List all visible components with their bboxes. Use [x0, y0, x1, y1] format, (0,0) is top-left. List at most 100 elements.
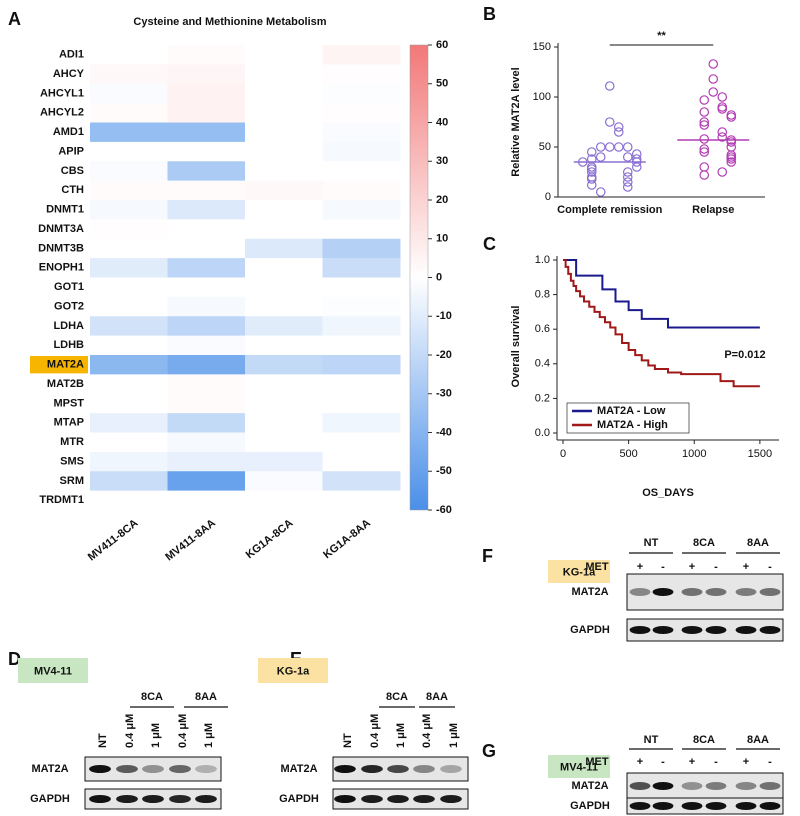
group-label: 8CA — [386, 691, 408, 703]
heat-cell — [90, 393, 168, 414]
heat-cell — [167, 432, 246, 453]
panel-letter: B — [483, 4, 496, 24]
y-tick-label: 150 — [533, 41, 551, 53]
blot-band — [705, 782, 727, 790]
legend-box — [566, 402, 690, 434]
heat-cell — [90, 277, 168, 298]
heat-cell — [167, 45, 246, 65]
heat-cell — [245, 374, 323, 395]
x-tick-label: 500 — [619, 448, 637, 460]
lane-label: 1 μM — [448, 723, 460, 748]
heat-cell — [245, 451, 323, 472]
heat-cell — [322, 355, 401, 375]
row-label: GOT2 — [54, 300, 84, 312]
heat-cell — [322, 103, 401, 123]
heat-cell — [167, 335, 246, 356]
heat-cell — [90, 141, 168, 162]
blot-frame — [626, 618, 784, 642]
data-point — [622, 177, 633, 187]
lane-label: 1 μM — [395, 723, 407, 748]
data-point — [699, 117, 710, 127]
heat-cell — [322, 219, 401, 240]
row-label: GOT1 — [54, 281, 84, 293]
heat-cell — [90, 355, 168, 375]
y-tick-label: 0.6 — [535, 323, 550, 335]
column-label: KG1A-8CA — [244, 517, 296, 561]
heat-cell — [90, 103, 168, 123]
row-highlight — [30, 356, 88, 374]
heat-cell — [245, 238, 323, 259]
heat-cell — [245, 432, 323, 453]
data-point — [586, 147, 597, 157]
data-point — [586, 167, 597, 177]
row-label: CTH — [61, 184, 84, 196]
data-point — [586, 174, 597, 184]
blot-band — [681, 588, 703, 596]
blot-band — [681, 782, 703, 790]
panel-letter: D — [8, 649, 21, 669]
panel-letter: C — [483, 234, 496, 254]
heat-cell — [90, 83, 168, 104]
data-point — [595, 187, 606, 197]
heat-cell — [90, 180, 168, 201]
colorbar-tick-label: 40 — [436, 116, 448, 128]
blot-band — [387, 795, 409, 803]
colorbar — [409, 44, 429, 511]
data-point — [699, 162, 710, 172]
blot-band — [361, 795, 383, 803]
blot-band — [440, 765, 462, 773]
row-label: MAT2A — [47, 359, 84, 371]
heat-cell — [322, 83, 401, 104]
row-label: AHCY — [53, 68, 85, 80]
blot-row-label: GAPDH — [570, 624, 610, 636]
heat-cell — [322, 64, 401, 85]
y-tick-label: 1.0 — [535, 254, 550, 266]
blot-band — [652, 802, 674, 810]
heat-cell — [245, 45, 323, 65]
blot-band — [195, 765, 217, 773]
heat-cell — [167, 355, 246, 375]
heat-cell — [322, 316, 401, 337]
y-tick-label: 50 — [539, 141, 551, 153]
heat-cell — [322, 45, 401, 65]
blot-row-label: MAT2A — [280, 763, 317, 775]
blot-row-label: MAT2A — [571, 780, 608, 792]
row-label: SRM — [60, 475, 84, 487]
data-point — [699, 120, 710, 130]
blot-band — [735, 802, 757, 810]
group-label: 8AA — [426, 691, 448, 703]
blot-band — [440, 795, 462, 803]
data-point — [708, 87, 719, 97]
blot-band — [705, 626, 727, 634]
legend-label: MAT2A - Low — [597, 405, 666, 417]
heat-cell — [322, 451, 401, 472]
data-point — [604, 81, 615, 91]
blot-band — [759, 782, 781, 790]
row-label: AHCYL1 — [40, 87, 84, 99]
row-label: MAT2B — [47, 378, 84, 390]
group-label: NT — [644, 537, 659, 549]
data-point — [708, 59, 719, 69]
data-point — [604, 117, 615, 127]
row-label: APIP — [58, 145, 84, 157]
colorbar-tick-label: -50 — [436, 465, 452, 477]
data-point — [726, 112, 737, 122]
chart-title: Cysteine and Methionine Metabolism — [133, 16, 326, 28]
sign-label: + — [689, 561, 695, 573]
colorbar-tick-label: 20 — [436, 194, 448, 206]
group-label: NT — [644, 734, 659, 746]
blot-band — [89, 795, 111, 803]
heat-cell — [245, 335, 323, 356]
row-label: DNMT1 — [46, 204, 84, 216]
blot-row-label: GAPDH — [570, 800, 610, 812]
heat-cell — [245, 413, 323, 433]
cell-line-box — [548, 560, 610, 583]
heat-cell — [322, 200, 401, 220]
blot-band — [759, 626, 781, 634]
blot-band — [705, 588, 727, 596]
heat-cell — [245, 180, 323, 201]
heat-cell — [90, 490, 168, 511]
x-tick-label: 1500 — [748, 448, 772, 460]
x-axis-label: OS_DAYS — [642, 487, 694, 499]
